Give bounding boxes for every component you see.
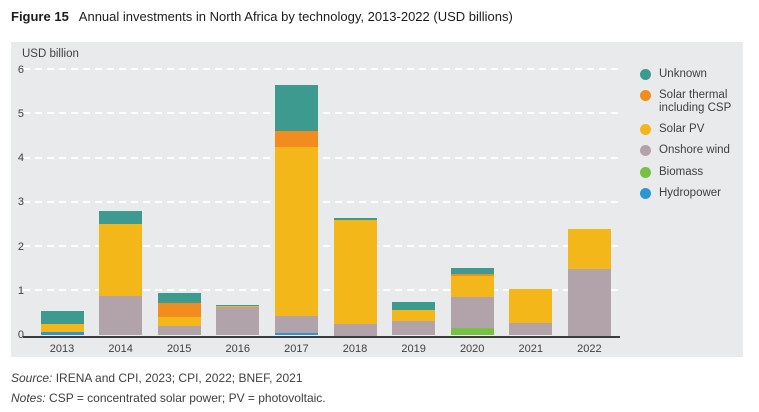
bar-segment — [450, 276, 494, 298]
legend-label: Onshore wind — [659, 144, 730, 157]
x-tick-label: 2016 — [225, 342, 251, 355]
x-tick-label: 2015 — [166, 342, 192, 355]
x-tick-label: 2022 — [577, 342, 602, 355]
bar-segment — [216, 306, 260, 336]
bar-segment — [392, 321, 436, 336]
y-tick-label: 6 — [17, 63, 24, 76]
bar-segment — [157, 293, 201, 304]
y-tick-label: 0 — [17, 329, 24, 341]
bar-segment — [274, 146, 318, 316]
y-tick-label: 3 — [17, 196, 24, 209]
gridline — [23, 156, 620, 159]
bar-segment — [157, 317, 201, 327]
bar-segment — [99, 210, 143, 224]
bar-segment — [40, 323, 84, 333]
source-label: Source: — [11, 371, 53, 385]
legend-color-dot-icon — [640, 145, 651, 157]
figure-title-text: Annual investments in North Africa by te… — [78, 9, 513, 24]
x-tick-label: 2013 — [49, 342, 75, 355]
notes-label: Notes: — [11, 391, 46, 405]
legend-label: Biomass — [659, 165, 704, 178]
bar-segment — [216, 304, 260, 306]
bar-segment — [99, 223, 143, 297]
y-axis-unit-label: USD billion — [22, 48, 79, 60]
source-line: Source: IRENA and CPI, 2023; CPI, 2022; … — [11, 371, 303, 385]
bar-segment — [567, 269, 611, 336]
bar-segment — [567, 229, 611, 270]
y-tick-label: 4 — [17, 152, 24, 164]
figure-number: Figure 15 — [11, 9, 69, 24]
gridline — [23, 289, 620, 292]
legend-label: Solar PV — [659, 123, 705, 136]
gridline — [23, 200, 620, 203]
bar-segment — [99, 296, 143, 336]
bar-segment — [274, 131, 318, 147]
y-tick-label: 1 — [17, 284, 24, 297]
bar-segment — [333, 220, 377, 325]
legend-item: Unknown — [640, 68, 759, 81]
legend-item: Hydropower — [640, 187, 759, 200]
bar-segment — [333, 218, 377, 220]
legend-label: Hydropower — [659, 186, 721, 199]
x-tick-label: 2019 — [401, 342, 426, 355]
y-tick-label: 5 — [17, 107, 24, 120]
legend-label: Unknown — [659, 68, 707, 80]
source-text: IRENA and CPI, 2023; CPI, 2022; BNEF, 20… — [52, 371, 303, 385]
bar-segment — [392, 309, 436, 322]
notes-text: CSP = concentrated solar power; PV = pho… — [45, 391, 326, 405]
gridline — [23, 112, 620, 115]
figure-title: Figure 15 Annual investments in North Afr… — [11, 9, 513, 24]
bar-segment — [450, 273, 494, 277]
bar-segment — [333, 324, 377, 336]
x-tick-label: 2020 — [459, 342, 485, 355]
legend-item: Onshore wind — [640, 144, 759, 157]
bar-segment — [333, 219, 377, 221]
legend-color-dot-icon — [640, 166, 651, 178]
legend-item: Solar PV — [640, 123, 759, 136]
bar-segment — [274, 85, 318, 132]
bar-segment — [157, 303, 201, 318]
y-tick-label: 2 — [17, 240, 24, 253]
bar-segment — [450, 267, 494, 274]
legend-color-dot-icon — [640, 124, 651, 136]
x-axis-line — [23, 335, 620, 338]
bar-segment — [216, 305, 260, 307]
legend-color-dot-icon — [640, 69, 651, 80]
bar-segment — [157, 326, 201, 336]
legend-item: Biomass — [640, 166, 759, 179]
chart-panel: USD billion Unknown Solar thermal includi… — [11, 42, 743, 357]
bar-segment — [40, 332, 84, 336]
x-tick-label: 2017 — [284, 342, 309, 355]
bar-segment — [450, 297, 494, 329]
x-tick-label: 2018 — [342, 342, 368, 355]
legend-item: Solar thermal including CSP — [640, 89, 759, 115]
x-tick-label: 2021 — [518, 342, 544, 355]
bar-segment — [274, 333, 318, 336]
legend-color-dot-icon — [640, 187, 651, 199]
legend-color-dot-icon — [640, 90, 651, 102]
bar-segment — [392, 301, 436, 310]
x-tick-label: 2014 — [108, 342, 133, 355]
bar-segment — [509, 323, 553, 336]
gridline — [23, 68, 620, 70]
bar-segment — [274, 315, 318, 334]
notes-line: Notes: CSP = concentrated solar power; P… — [11, 391, 326, 405]
bar-segment — [509, 289, 553, 324]
gridline — [23, 245, 620, 247]
chart-legend: Unknown Solar thermal including CSP Solar … — [640, 68, 759, 208]
legend-label: Solar thermal including CSP — [659, 89, 732, 115]
bar-segment — [40, 311, 84, 324]
bar-segment — [450, 328, 494, 336]
